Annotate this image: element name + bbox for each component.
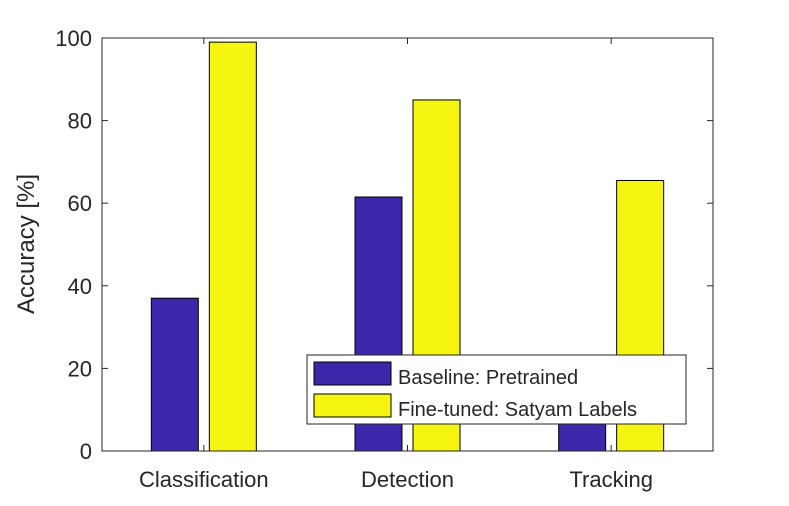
x-tick-label-detection: Detection [361,467,454,492]
legend-label-baseline: Baseline: Pretrained [398,367,578,389]
y-tick-label: 20 [68,356,92,381]
y-tick-label: 0 [80,439,92,464]
bar-tracking-series-0 [558,421,607,452]
y-axis-label: Accuracy [%] [13,174,40,314]
x-tick-label-tracking: Tracking [569,467,653,492]
legend-swatch-baseline [313,361,392,386]
y-tick-label: 60 [68,191,92,216]
x-tick-label-classification: Classification [139,467,269,492]
legend-label-finetuned: Fine-tuned: Satyam Labels [398,399,637,421]
legend: Baseline: Pretrained Fine-tuned: Satyam … [306,354,687,425]
y-tick-label: 40 [68,274,92,299]
bar-classification-series-0 [150,297,199,452]
y-tick-label: 80 [68,109,92,134]
axes-layer: 0 20 40 60 80 100 Classification Detection Track… [55,26,714,492]
bar-classification-series-1 [208,41,257,452]
y-tick-label: 100 [55,26,92,51]
legend-swatch-finetuned [313,393,392,418]
